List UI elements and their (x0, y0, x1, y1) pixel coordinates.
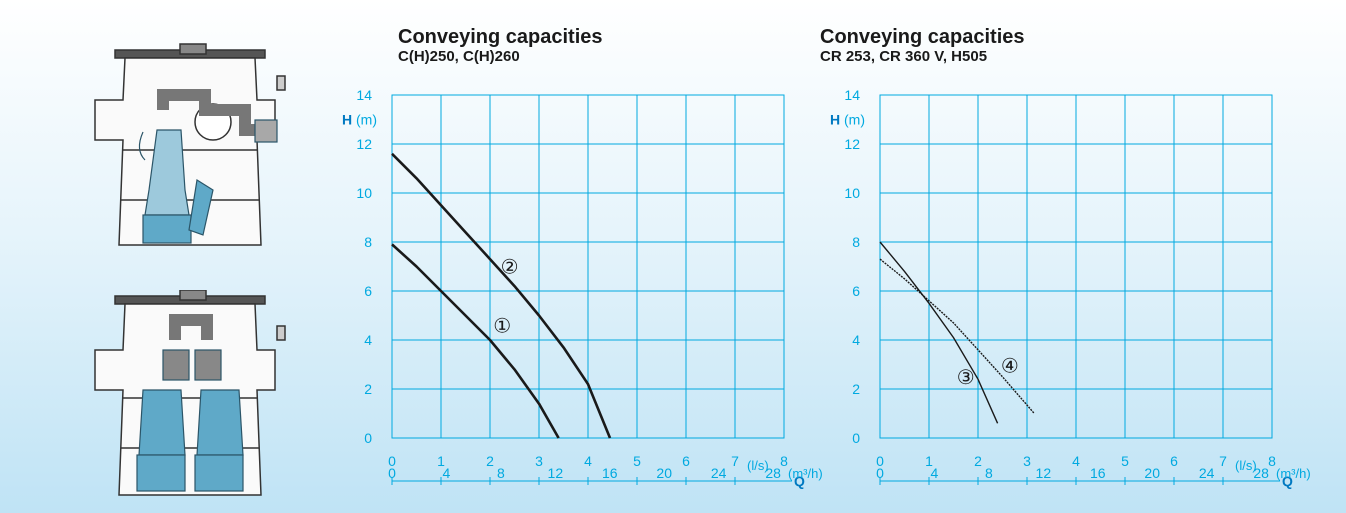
x-tick-label-m3h: 4 (443, 465, 451, 481)
y-tick-label: 2 (364, 381, 372, 397)
x-tick-label-m3h: 20 (1144, 465, 1160, 481)
x-axis-symbol: Q (1282, 473, 1293, 489)
x-tick-label-ls: 4 (584, 453, 592, 469)
x-tick-label-ls: 3 (1023, 453, 1031, 469)
chart2-title: Conveying capacities (820, 26, 1025, 48)
x-tick-label-ls: 4 (1072, 453, 1080, 469)
x-tick-label-ls: 6 (682, 453, 690, 469)
chart2-subtitle: CR 253, CR 360 V, H505 (820, 48, 988, 65)
x-unit-m3h: (m³/h) (788, 466, 823, 481)
y-tick-label: 0 (852, 430, 860, 446)
x-unit-ls: (l/s) (747, 458, 769, 473)
series-label: ④ (1001, 354, 1019, 378)
series-line (879, 258, 1035, 414)
x-unit-m3h: (m³/h) (1276, 466, 1311, 481)
x-tick-label-ls: 3 (535, 453, 543, 469)
x-tick-label-ls: 8 (1268, 453, 1276, 469)
x-tick-label-m3h: 28 (765, 465, 781, 481)
x-tick-label-m3h: 16 (1090, 465, 1106, 481)
series-label: ① (493, 313, 511, 337)
chart1-title: Conveying capacities (398, 26, 603, 48)
x-tick-label-m3h: 20 (656, 465, 672, 481)
series-line (391, 243, 560, 439)
y-tick-label: 0 (364, 430, 372, 446)
y-axis-unit: (m) (840, 112, 865, 128)
y-tick-label: 4 (852, 332, 860, 348)
x-tick-label-ls: 2 (974, 453, 982, 469)
x-tick-label-ls: 0 (388, 453, 396, 469)
x-tick-label-m3h: 0 (876, 465, 884, 481)
y-tick-label: 6 (364, 283, 372, 299)
y-tick-label: 4 (364, 332, 372, 348)
y-tick-label: 10 (356, 185, 372, 201)
y-tick-label: 8 (852, 234, 860, 250)
single-pump-unit-illustration (94, 43, 286, 246)
y-tick-label: 12 (356, 136, 372, 152)
y-axis-label: H (m) (830, 112, 865, 128)
x-tick-label-m3h: 28 (1253, 465, 1269, 481)
y-tick-label: 8 (364, 234, 372, 250)
x-tick-label-m3h: 8 (985, 465, 993, 481)
x-tick-label-ls: 6 (1170, 453, 1178, 469)
double-pump-unit-illustration (94, 290, 286, 496)
x-tick-label-m3h: 0 (388, 465, 396, 481)
x-tick-label-ls: 1 (925, 453, 933, 469)
x-tick-label-ls: 7 (731, 453, 739, 469)
x-tick-label-ls: 2 (486, 453, 494, 469)
chart2-title-block: Conveying capacities CR 253, CR 360 V, H… (820, 26, 1025, 66)
x-tick-label-ls: 0 (876, 453, 884, 469)
y-axis-unit: (m) (352, 112, 377, 128)
y-tick-label: 6 (852, 283, 860, 299)
chart1-title-block: Conveying capacities C(H)250, C(H)260 (398, 26, 603, 66)
series-label: ② (501, 255, 519, 279)
series-line (391, 152, 612, 439)
x-tick-label-m3h: 4 (931, 465, 939, 481)
x-tick-label-ls: 8 (780, 453, 788, 469)
x-tick-label-m3h: 24 (1199, 465, 1215, 481)
x-tick-label-m3h: 12 (1036, 465, 1052, 481)
x-tick-label-m3h: 8 (497, 465, 505, 481)
y-axis-symbol: H (830, 112, 840, 128)
y-tick-label: 12 (844, 136, 860, 152)
x-tick-label-ls: 7 (1219, 453, 1227, 469)
x-tick-label-ls: 5 (633, 453, 641, 469)
x-tick-label-m3h: 24 (711, 465, 727, 481)
y-axis-label: H (m) (342, 112, 377, 128)
x-tick-label-m3h: 16 (602, 465, 618, 481)
series-line (879, 241, 999, 424)
y-tick-label: 2 (852, 381, 860, 397)
y-tick-label: 14 (844, 87, 860, 103)
y-tick-label: 14 (356, 87, 372, 103)
x-tick-label-m3h: 12 (548, 465, 564, 481)
x-tick-label-ls: 5 (1121, 453, 1129, 469)
y-tick-label: 10 (844, 185, 860, 201)
chart1-subtitle: C(H)250, C(H)260 (398, 48, 520, 65)
x-axis-symbol: Q (794, 473, 805, 489)
series-label: ③ (957, 365, 975, 389)
y-axis-symbol: H (342, 112, 352, 128)
x-unit-ls: (l/s) (1235, 458, 1257, 473)
x-tick-label-ls: 1 (437, 453, 445, 469)
